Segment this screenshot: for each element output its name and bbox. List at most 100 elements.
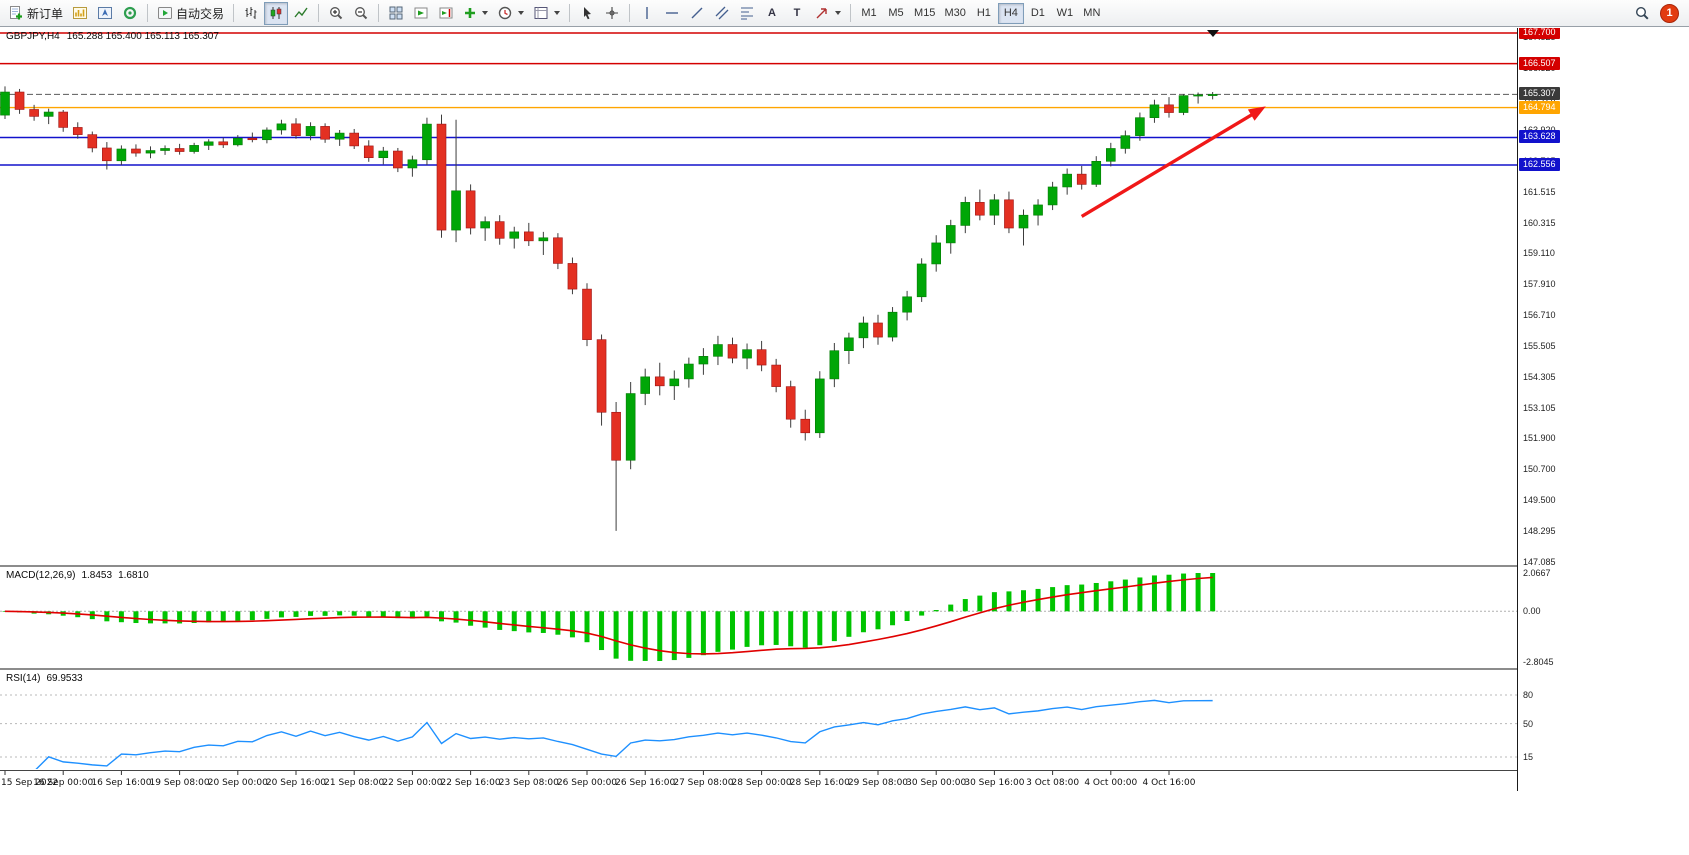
label-tool-button[interactable]: T	[785, 2, 809, 25]
navigator-button[interactable]	[93, 2, 117, 25]
macd-histogram	[2, 573, 1216, 661]
rsi-line	[35, 699, 1213, 769]
line-chart-icon	[294, 7, 308, 18]
macd-panel: MACD(12,26,9) 1.8453 1.6810	[0, 567, 1517, 667]
zoom-in-button[interactable]	[324, 2, 348, 25]
periods-button[interactable]	[493, 2, 528, 25]
macd-label-row: MACD(12,26,9) 1.8453 1.6810	[6, 570, 155, 581]
svg-text:16 Sep 16:00: 16 Sep 16:00	[91, 778, 151, 788]
current-price-badge: 165.307	[1519, 87, 1560, 101]
zoom-out-icon	[355, 7, 368, 20]
label-tool-icon: T	[793, 7, 801, 19]
line-chart-button[interactable]	[289, 2, 313, 25]
toolbar-separator	[569, 4, 571, 22]
macd-label: MACD(12,26,9)	[6, 570, 76, 581]
autotrading-label: 自动交易	[176, 6, 225, 21]
terminal-button[interactable]	[118, 2, 142, 25]
arrows-tool-button[interactable]	[810, 2, 845, 25]
rsi-canvas[interactable]	[0, 670, 1517, 769]
crosshair-button[interactable]	[600, 2, 624, 25]
timeframe-toolbar: M1 M5 M15 M30 H1 H4 D1 W1 MN	[856, 2, 1105, 24]
dropdown-caret-icon	[554, 11, 561, 15]
svg-text:26 Sep 00:00: 26 Sep 00:00	[557, 778, 617, 788]
svg-text:30 Sep 16:00: 30 Sep 16:00	[964, 778, 1024, 788]
timeframe-h1-button[interactable]: H1	[971, 3, 997, 24]
channel-tool-button[interactable]	[710, 2, 734, 25]
notification-badge[interactable]: 1	[1660, 3, 1679, 23]
price-tick-label: 153.105	[1523, 402, 1556, 413]
price-chart-canvas[interactable]	[0, 28, 1517, 565]
terminal-icon	[123, 6, 137, 20]
axis-separator	[1517, 28, 1518, 791]
tile-windows-button[interactable]	[384, 2, 408, 25]
trend-arrow[interactable]	[1080, 108, 1262, 218]
candlestick-chart-icon	[270, 7, 282, 19]
indicators-button[interactable]	[459, 2, 492, 25]
timeframe-m30-button[interactable]: M30	[940, 3, 969, 24]
toolbar-separator	[147, 4, 149, 22]
svg-text:20 Sep 16:00: 20 Sep 16:00	[266, 778, 326, 788]
svg-text:28 Sep 16:00: 28 Sep 16:00	[790, 778, 850, 788]
panel-splitter	[0, 770, 1689, 771]
macd-main-value: 1.8453	[81, 570, 113, 581]
timeframe-m5-button[interactable]: M5	[883, 3, 909, 24]
timeframe-mn-button[interactable]: MN	[1079, 3, 1105, 24]
fibonacci-tool-button[interactable]	[735, 2, 759, 25]
price-tick-label: 151.900	[1523, 433, 1556, 444]
svg-text:15 Sep 2022: 15 Sep 2022	[1, 778, 58, 788]
rsi-label-row: RSI(14) 69.9533	[6, 673, 89, 684]
svg-text:19 Sep 08:00: 19 Sep 08:00	[150, 778, 210, 788]
channel-icon	[715, 6, 729, 20]
text-tool-button[interactable]: A	[760, 2, 784, 25]
toolbar-separator	[629, 4, 631, 22]
timeframe-m15-button[interactable]: M15	[910, 3, 939, 24]
chart-symbol-period: GBPJPY,H4	[6, 31, 60, 42]
market-watch-button[interactable]	[68, 2, 92, 25]
price-badge-167.700: 167.700	[1519, 28, 1560, 39]
svg-text:20 Sep 00:00: 20 Sep 00:00	[208, 778, 268, 788]
vertical-line-tool-button[interactable]	[635, 2, 659, 25]
price-badge-162.556: 162.556	[1519, 157, 1560, 171]
search-icon	[1635, 6, 1649, 20]
toolbar-separator	[233, 4, 235, 22]
crosshair-icon	[606, 7, 619, 19]
price-tick-label: 156.710	[1523, 310, 1556, 320]
timeframe-m1-button[interactable]: M1	[856, 3, 882, 24]
macd-canvas[interactable]	[0, 567, 1517, 667]
cursor-button[interactable]	[575, 2, 599, 25]
candlestick-chart-button[interactable]	[264, 1, 289, 25]
price-tick-label: 147.085	[1523, 557, 1556, 567]
price-tick-label: 160.315	[1523, 217, 1556, 228]
search-button[interactable]	[1630, 2, 1654, 25]
price-axis-column[interactable]: 167.525166.320165.120163.920162.715161.5…	[1518, 28, 1689, 791]
svg-text:30 Sep 00:00: 30 Sep 00:00	[906, 778, 966, 788]
autotrading-button[interactable]: 自动交易	[153, 2, 228, 25]
timeframe-h4-button[interactable]: H4	[997, 2, 1024, 24]
bar-chart-button[interactable]	[239, 2, 263, 25]
auto-scroll-button[interactable]	[409, 2, 433, 25]
rsi-tick-label: 80	[1523, 690, 1534, 700]
rsi-label: RSI(14)	[6, 673, 41, 684]
price-tick-label: 163.920	[1523, 125, 1556, 135]
timeframe-d1-button[interactable]: D1	[1025, 3, 1051, 24]
new-order-button[interactable]: 新订单	[4, 2, 67, 25]
zoom-out-button[interactable]	[349, 2, 373, 25]
horizontal-line-tool-button[interactable]	[660, 2, 684, 25]
svg-text:22 Sep 00:00: 22 Sep 00:00	[382, 778, 442, 788]
timeframe-w1-button[interactable]: W1	[1052, 3, 1078, 24]
chart-shift-button[interactable]	[434, 2, 458, 25]
macd-tick-label: 0.00	[1523, 606, 1541, 617]
templates-button[interactable]	[529, 2, 564, 25]
clock-icon	[498, 6, 512, 20]
dropdown-caret-icon	[835, 11, 842, 15]
trendline-tool-button[interactable]	[685, 2, 709, 25]
time-axis[interactable]: 15 Sep 2022 16 Sep 00:00 16 Sep 16:00 19 Se…	[0, 771, 1517, 791]
chart-shift-icon	[439, 7, 453, 19]
panel-splitter[interactable]	[0, 565, 1689, 567]
svg-text:3 Oct 08:00: 3 Oct 08:00	[1026, 778, 1079, 788]
fibonacci-icon	[741, 7, 754, 20]
new-order-label: 新订单	[27, 6, 64, 21]
chart-title: GBPJPY,H4 165.288 165.400 165.113 165.307	[6, 31, 219, 42]
toolbar-separator	[318, 4, 320, 22]
panel-splitter[interactable]	[0, 668, 1689, 670]
